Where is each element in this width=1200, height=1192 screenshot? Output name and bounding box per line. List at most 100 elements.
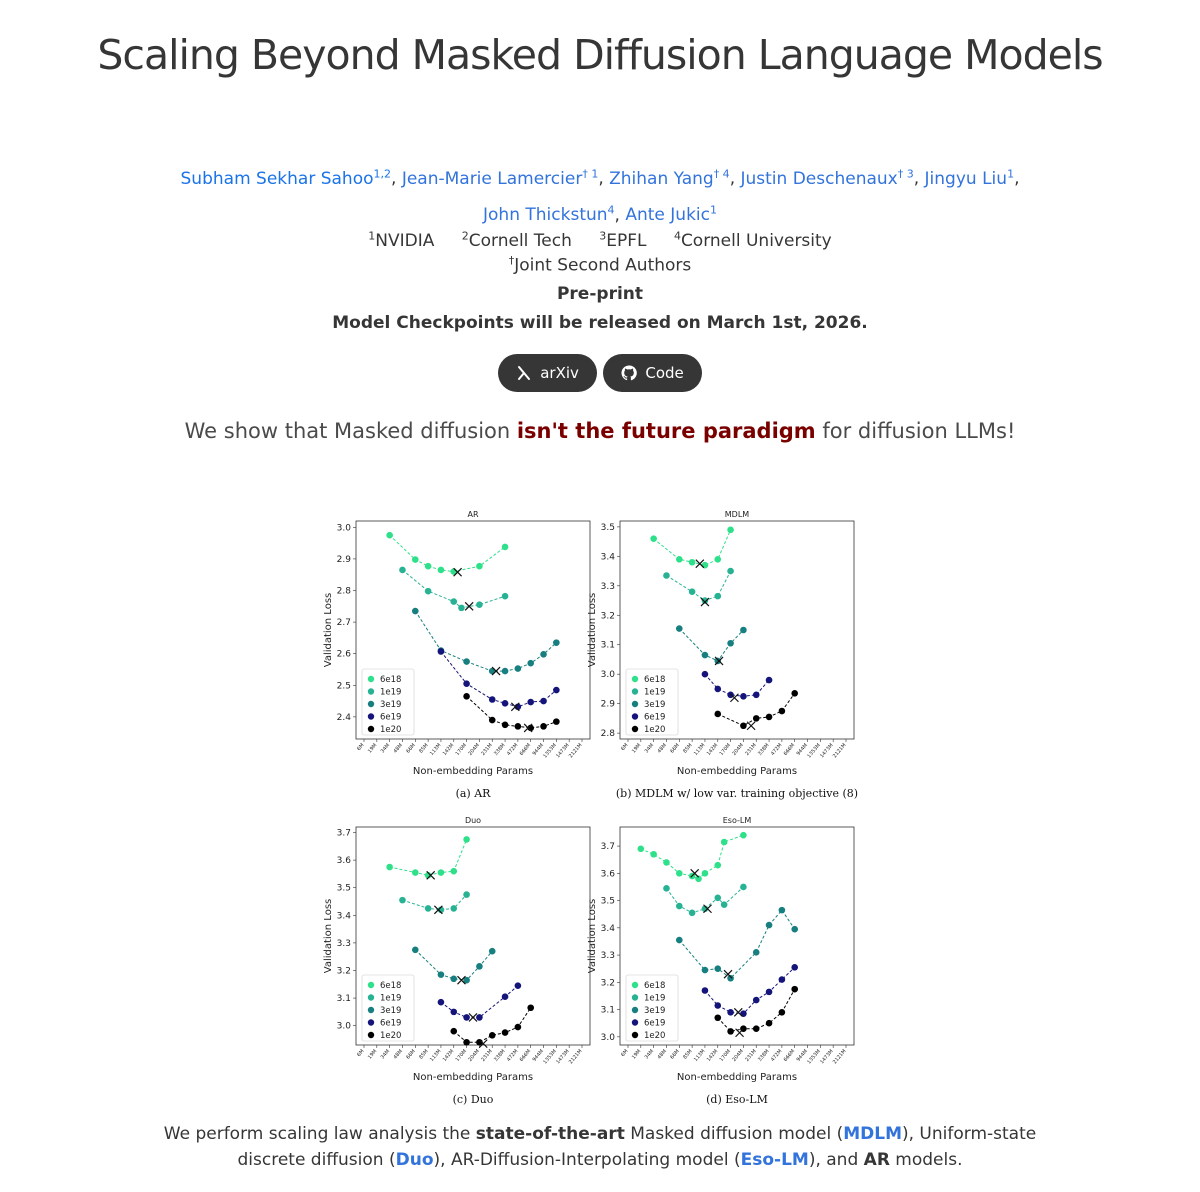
data-point [701,651,709,659]
x-tick-label: 204M [467,1048,481,1062]
author-link[interactable]: Justin Deschenaux† 3 [740,167,914,189]
author-link[interactable]: Ante Jukic1 [625,203,717,226]
x-tick-label: 48M [657,1048,668,1060]
data-point [714,555,722,563]
mdlm-link[interactable]: MDLM [843,1124,902,1144]
x-tick-label: 2121M [568,1048,584,1065]
data-point [701,597,709,604]
x-axis-label: Non-embedding Params [677,1072,797,1083]
data-point [727,691,734,699]
data-point [778,707,786,715]
data-point [553,639,560,646]
data-point [501,667,509,675]
data-point [463,976,470,984]
data-point [488,716,496,724]
data-point [450,598,458,605]
data-point [720,901,728,908]
x-tick-label: 85M [418,1048,429,1060]
x-tick-label: 2121M [568,742,584,759]
author-link[interactable]: Jingyu Liu1 [924,167,1015,189]
data-point [752,949,760,956]
data-point [727,1009,734,1016]
data-point [714,965,722,972]
data-point [740,626,747,634]
optimum-marker [695,559,705,569]
x-tick-label: 19M [367,742,378,754]
legend-box [361,668,415,736]
optimum-marker [523,723,533,733]
data-point [501,1029,509,1036]
paper-title: Scaling Beyond Masked Diffusion Language… [97,31,1103,79]
legend-box [361,974,415,1042]
affiliation: 2Cornell Tech [461,229,572,251]
data-point [553,686,560,694]
y-tick-label: 3.6 [601,869,616,879]
series-line-6e18 [640,834,744,880]
data-point [411,869,419,876]
data-point [501,543,509,551]
x-tick-label: 170M [455,1048,469,1062]
chart-title: AR [467,510,478,519]
legend-entry: 6e18 [380,675,401,685]
data-point [714,861,722,869]
code-button[interactable]: Code [603,354,702,392]
data-point [791,985,799,993]
data-point [688,588,696,596]
data-point [437,869,445,876]
data-point [740,883,747,891]
y-tick-label: 3.2 [337,966,351,976]
series-line-1e19 [402,894,467,911]
data-point [765,988,773,996]
data-point [765,676,773,684]
data-point [765,1019,773,1027]
legend-entry: 1e20 [380,1031,401,1041]
data-point [501,592,509,600]
data-point [752,1025,760,1032]
x-tick-label: 666M [783,742,797,756]
x-tick-label: 34M [644,1048,655,1060]
x-tick-label: 142M [442,1048,456,1062]
y-tick-label: 3.5 [601,523,615,533]
optimum-marker [426,870,436,880]
data-point [791,925,799,933]
x-tick-label: 48M [657,742,668,754]
x-tick-label: 666M [783,1048,797,1062]
legend-entry: 1e19 [644,688,665,698]
data-point [701,966,709,974]
legend-entry: 6e18 [380,981,401,991]
duo-link[interactable]: Duo [395,1150,434,1170]
author-link[interactable]: Zhihan Yang† 4 [609,167,730,189]
y-tick-label: 3.0 [601,1033,616,1043]
data-point [701,870,709,877]
subfigure-caption: (c) Duo [453,1093,494,1106]
y-tick-label: 3.4 [601,552,616,562]
data-point [424,587,432,595]
data-point [720,838,728,846]
x-tick-label: 19M [631,1048,642,1060]
author-link[interactable]: Jean-Marie Lamercier† 1 [401,167,599,189]
data-point [695,875,702,883]
eso-lm-link[interactable]: Eso-LM [740,1150,809,1170]
legend-marker [631,713,639,720]
x-tick-label: 170M [719,742,733,756]
arxiv-button[interactable]: arXiv [498,354,597,392]
chart-panel: AR 2.4 2.5 2.6 2.7 2.8 2.9 3.0 6M 19M 34M 48M 66M 85M… [323,510,591,800]
data-point [501,721,509,729]
y-tick-label: 3.1 [601,641,615,651]
y-tick-label: 2.5 [337,681,351,691]
x-tick-label: 6M [620,1048,629,1058]
data-point [675,625,683,632]
optimum-marker [453,567,463,577]
y-tick-label: 3.2 [601,611,615,621]
data-point [727,974,734,982]
author-list: Subham Sekhar Sahoo1,2, Jean-Marie Lamer… [180,167,1020,226]
x-tick-label: 6M [620,742,629,752]
data-point [501,699,509,707]
author-link[interactable]: John Thickstun4 [483,203,615,226]
data-point [527,698,535,706]
x-axis-label: Non-embedding Params [413,1072,533,1083]
author-link[interactable]: Subham Sekhar Sahoo1,2 [180,167,391,189]
y-tick-label: 2.4 [337,713,352,723]
y-tick-label: 3.4 [337,911,352,921]
